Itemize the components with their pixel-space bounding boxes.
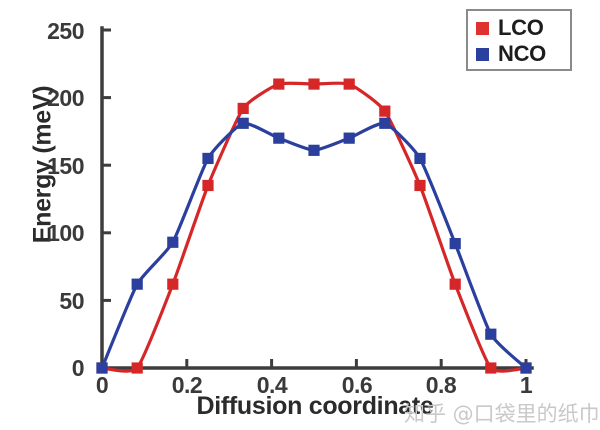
data-point-nco-2[interactable] <box>167 236 179 248</box>
legend: LCO NCO <box>466 9 572 71</box>
data-point-nco-9[interactable] <box>414 152 426 165</box>
data-point-lco-5[interactable] <box>273 78 285 90</box>
x-axis-title: Diffusion coordinate <box>196 392 434 420</box>
data-point-nco-5[interactable] <box>273 132 285 144</box>
data-point-nco-4[interactable] <box>237 117 249 129</box>
data-point-nco-6[interactable] <box>308 144 320 156</box>
x-tick-label-0.2: 0.2 <box>171 372 203 398</box>
data-point-lco-1[interactable] <box>131 362 143 374</box>
y-tick-label-200: 200 <box>47 85 84 111</box>
series-line-lco <box>100 81 528 373</box>
data-point-nco-12[interactable] <box>520 362 532 374</box>
data-point-lco-3[interactable] <box>202 179 214 192</box>
y-tick-label-50: 50 <box>59 288 84 314</box>
legend-swatch-nco <box>476 47 489 61</box>
data-point-nco-11[interactable] <box>485 328 497 340</box>
y-tick-label-0: 0 <box>71 355 85 381</box>
data-point-nco-8[interactable] <box>379 117 391 129</box>
y-tick-label-100: 100 <box>47 220 84 246</box>
series-layer <box>96 78 532 374</box>
axes <box>100 26 534 370</box>
data-point-nco-3[interactable] <box>202 152 214 165</box>
x-tick-label-0.8: 0.8 <box>425 372 457 398</box>
legend-item-nco[interactable]: NCO <box>476 41 570 67</box>
series-nco <box>96 117 532 374</box>
series-line-nco <box>100 121 528 370</box>
x-tick-label-0.6: 0.6 <box>341 372 373 398</box>
legend-item-lco[interactable]: LCO <box>476 15 570 41</box>
data-point-lco-4[interactable] <box>237 102 249 115</box>
data-point-lco-10[interactable] <box>449 278 461 290</box>
data-point-nco-1[interactable] <box>131 278 143 290</box>
data-point-lco-2[interactable] <box>167 278 179 290</box>
data-point-lco-7[interactable] <box>343 78 355 90</box>
legend-swatch-lco <box>476 21 489 35</box>
data-point-nco-0[interactable] <box>96 362 108 374</box>
data-point-lco-8[interactable] <box>379 105 391 117</box>
y-tick-label-150: 150 <box>47 153 84 179</box>
x-tick-label-1: 1 <box>519 372 533 398</box>
data-point-nco-10[interactable] <box>449 238 461 250</box>
data-point-lco-6[interactable] <box>308 78 320 90</box>
x-tick-label-0.4: 0.4 <box>256 372 288 398</box>
series-lco <box>96 78 532 374</box>
x-tick-label-0: 0 <box>95 372 109 398</box>
data-point-nco-7[interactable] <box>343 132 355 144</box>
data-point-lco-9[interactable] <box>414 179 426 192</box>
legend-label-lco: LCO <box>498 15 544 40</box>
legend-label-nco: NCO <box>498 41 546 66</box>
y-tick-label-250: 250 <box>47 18 84 44</box>
data-point-lco-11[interactable] <box>485 362 497 374</box>
